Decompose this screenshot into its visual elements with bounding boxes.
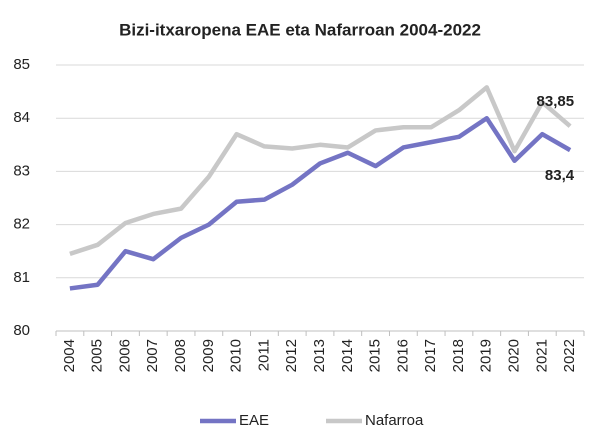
x-tick-label: 2006 [116, 339, 133, 372]
x-tick-label: 2011 [255, 339, 272, 371]
y-tick-label: 83 [13, 162, 30, 179]
x-tick-label: 2022 [561, 339, 578, 372]
y-tick-label: 85 [13, 56, 30, 73]
x-tick-label: 2004 [61, 339, 78, 372]
x-tick-label: 2007 [144, 339, 161, 372]
y-tick-label: 84 [13, 109, 30, 126]
x-tick-label: 2017 [422, 339, 439, 372]
y-tick-label: 82 [13, 216, 30, 233]
x-tick-label: 2015 [367, 339, 384, 372]
x-tick-label: 2012 [283, 339, 300, 372]
x-tick-label: 2021 [533, 339, 550, 372]
legend-label: Nafarroa [365, 412, 424, 426]
legend-label: EAE [239, 412, 269, 426]
x-tick-label: 2005 [89, 339, 106, 372]
data-label: 83,4 [545, 167, 575, 184]
x-tick-label: 2013 [311, 339, 328, 372]
x-tick-label: 2009 [200, 339, 217, 372]
data-label: 83,85 [537, 93, 575, 110]
x-tick-label: 2010 [228, 339, 245, 372]
x-tick-label: 2016 [394, 339, 411, 372]
x-tick-label: 2018 [450, 339, 467, 372]
series-line [69, 115, 572, 291]
x-tick-label: 2019 [478, 339, 495, 372]
y-tick-label: 80 [13, 322, 30, 339]
x-tick-label: 2020 [505, 339, 522, 372]
chart-title: Bizi-itxaropena EAE eta Nafarroan 2004-2… [119, 20, 481, 39]
x-tick-label: 2008 [172, 339, 189, 372]
y-tick-label: 81 [13, 269, 30, 286]
series-line [69, 85, 572, 256]
x-tick-label: 2014 [339, 339, 356, 372]
